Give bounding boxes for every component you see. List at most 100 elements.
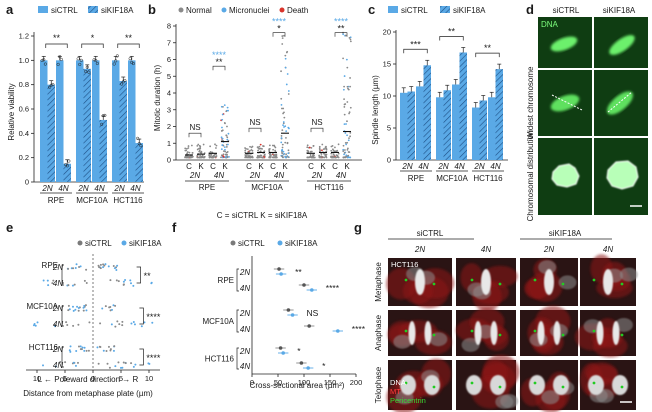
b-point: [245, 147, 248, 150]
b-point: [215, 147, 217, 149]
c-ploidy-label: 2N: [473, 162, 484, 171]
c-y-tick-label: 0: [387, 156, 391, 165]
g-ploidy-label: 2N: [543, 245, 554, 254]
c-bar-kif: [459, 52, 467, 161]
e-point: [72, 267, 75, 270]
b-group-label: RPE: [199, 183, 215, 192]
e-point: [117, 361, 120, 364]
b-cond-label: C: [270, 162, 276, 171]
b-point: [185, 147, 188, 150]
b-point: [262, 145, 264, 147]
legend-swatch-ctrl-c: [388, 6, 398, 13]
b-sig-bracket: [334, 32, 348, 37]
b-point: [249, 145, 251, 148]
g-pericentrin: [404, 381, 408, 385]
a-point: [94, 58, 98, 63]
panel-letter-a: a: [6, 2, 14, 17]
e-point: [112, 264, 115, 267]
e-point: [121, 324, 124, 327]
b-point: [288, 127, 290, 130]
b-point: [334, 146, 336, 149]
g-pericentrin: [404, 329, 408, 333]
g-row-label: Metaphase: [374, 262, 383, 302]
e-sig-bracket: [139, 307, 144, 325]
e-point: [67, 284, 70, 287]
f-group-label: HCT116: [205, 355, 235, 364]
e-point: [122, 280, 125, 283]
b-cond-label: K: [222, 162, 228, 171]
b-point: [337, 156, 340, 159]
b-point: [275, 155, 278, 157]
e-point: [34, 324, 37, 327]
g-pericentrin: [561, 282, 565, 286]
g-nucleus: [461, 337, 480, 352]
e-point: [102, 349, 105, 352]
b-point: [348, 151, 351, 154]
e-point: [76, 361, 79, 364]
d-col-ctrl: siCTRL: [553, 6, 580, 15]
b-point: [331, 148, 334, 151]
e-point: [67, 304, 70, 307]
b-point: [220, 156, 222, 159]
e-point: [83, 279, 86, 282]
b-ploidy-label: 4N: [214, 171, 224, 180]
e-point: [84, 304, 87, 307]
g-chromosomes: [400, 375, 416, 395]
b-point: [318, 155, 321, 158]
a-y-tick-label: 1.2: [19, 32, 29, 41]
a-point: [87, 70, 91, 74]
e-point: [64, 361, 67, 364]
b-point: [346, 147, 349, 150]
c-bar-kif: [495, 69, 503, 160]
a-bar-kif: [47, 84, 55, 182]
e-point: [74, 364, 77, 367]
b-point: [280, 155, 283, 158]
c-ploidy-label: 4N: [418, 162, 428, 171]
b-ns-bracket: [248, 127, 262, 133]
a-ploidy-label: 2N: [113, 184, 124, 193]
b-point: [272, 148, 275, 151]
a-point: [123, 78, 127, 83]
b-cond-label: C: [246, 162, 252, 171]
e-point: [99, 267, 102, 270]
b-y-tick-label: 2: [167, 122, 171, 131]
b-point: [342, 156, 345, 159]
b-point: [344, 141, 347, 144]
b-point: [318, 147, 321, 150]
e-point: [114, 325, 117, 328]
g-row-label: Telophase: [374, 366, 383, 403]
b-point: [222, 155, 225, 158]
e-point: [68, 349, 71, 352]
c-sig: ***: [410, 39, 421, 49]
b-point: [191, 155, 193, 158]
e-point: [132, 365, 135, 368]
b-point: [342, 150, 345, 153]
a-point: [76, 57, 80, 61]
f-ploidy-label: 4N: [240, 284, 250, 293]
b-point: [220, 148, 223, 151]
e-point: [73, 283, 76, 286]
b-point: [320, 156, 322, 159]
c-bar-ctrl: [488, 97, 496, 160]
e-point: [85, 349, 88, 352]
b-point: [223, 104, 226, 106]
b-cond-label: K: [198, 162, 204, 171]
g-nucleus: [541, 390, 560, 405]
a-point: [79, 58, 83, 62]
legend-kif-dot-f: [277, 240, 283, 246]
e-x-tick-label: 5: [63, 374, 67, 383]
e-point: [59, 361, 62, 364]
c-ploidy-label: 2N: [437, 162, 448, 171]
b-point: [186, 152, 189, 155]
e-x-tick-label: 5: [119, 374, 123, 383]
e-point: [62, 281, 65, 284]
b-point: [284, 141, 287, 144]
b-point: [306, 146, 309, 149]
legend-kif-label-e: siKIF18A: [129, 239, 162, 248]
g-nucleus: [619, 267, 638, 282]
a-point: [139, 144, 143, 148]
e-point: [66, 324, 69, 327]
b-point: [226, 136, 229, 139]
f-x-tick-label: 200: [350, 378, 363, 387]
g-chromosomes: [553, 321, 561, 345]
